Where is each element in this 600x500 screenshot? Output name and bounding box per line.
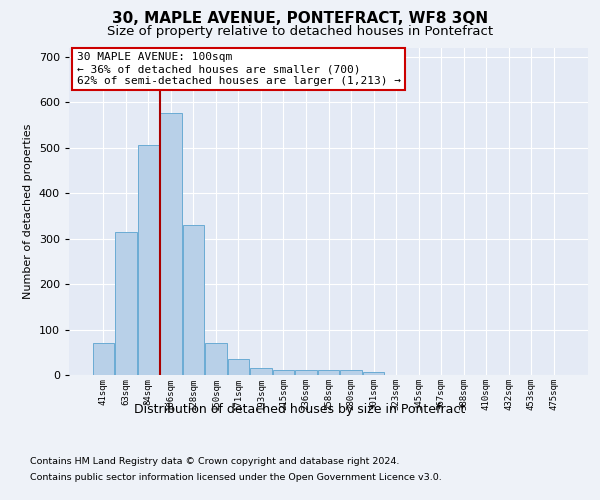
- Text: 30 MAPLE AVENUE: 100sqm
← 36% of detached houses are smaller (700)
62% of semi-d: 30 MAPLE AVENUE: 100sqm ← 36% of detache…: [77, 52, 401, 86]
- Bar: [137, 146, 159, 375]
- Text: Size of property relative to detached houses in Pontefract: Size of property relative to detached ho…: [107, 25, 493, 38]
- Text: Contains HM Land Registry data © Crown copyright and database right 2024.: Contains HM Land Registry data © Crown c…: [30, 458, 400, 466]
- Bar: [182, 225, 204, 375]
- Y-axis label: Number of detached properties: Number of detached properties: [23, 124, 33, 299]
- Bar: [205, 343, 227, 375]
- Bar: [115, 232, 137, 375]
- Text: Distribution of detached houses by size in Pontefract: Distribution of detached houses by size …: [134, 402, 466, 415]
- Bar: [92, 343, 114, 375]
- Bar: [363, 372, 384, 375]
- Bar: [318, 370, 339, 375]
- Bar: [160, 114, 182, 375]
- Bar: [340, 370, 362, 375]
- Bar: [295, 370, 317, 375]
- Text: Contains public sector information licensed under the Open Government Licence v3: Contains public sector information licen…: [30, 472, 442, 482]
- Bar: [228, 359, 249, 375]
- Bar: [273, 370, 294, 375]
- Text: 30, MAPLE AVENUE, PONTEFRACT, WF8 3QN: 30, MAPLE AVENUE, PONTEFRACT, WF8 3QN: [112, 11, 488, 26]
- Bar: [250, 368, 272, 375]
